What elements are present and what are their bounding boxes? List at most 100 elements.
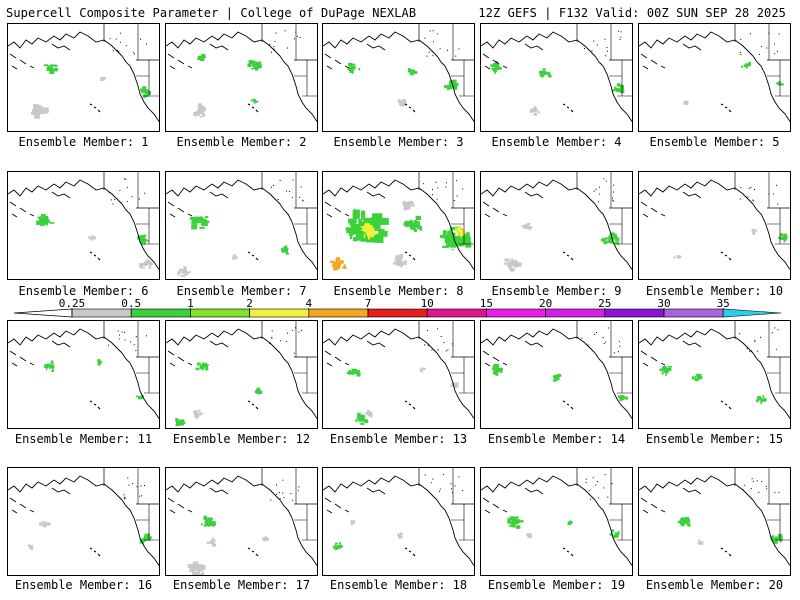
- ensemble-member-map: [322, 467, 475, 576]
- ensemble-member-map: [165, 467, 318, 576]
- island-specks: [109, 178, 146, 205]
- map-outline: [639, 24, 790, 123]
- member-map-svg: [481, 468, 632, 567]
- colorbar-swatch: [663, 308, 724, 318]
- map-outline: [323, 24, 474, 123]
- member-map-svg: [481, 321, 632, 420]
- ensemble-member-map: [480, 467, 633, 576]
- colorbar-swatch: [190, 308, 250, 318]
- island-specks: [423, 180, 464, 201]
- island-specks: [739, 327, 779, 352]
- island-specks: [269, 327, 303, 354]
- green-scp-region: [251, 98, 259, 104]
- ensemble-member-label: Ensemble Member: 4: [491, 135, 622, 149]
- ensemble-member-label: Ensemble Member: 1: [18, 135, 149, 149]
- colorbar-tick-label: 1: [187, 297, 194, 310]
- ensemble-member-label: Ensemble Member: 11: [14, 432, 153, 446]
- green-scp-region: [756, 395, 767, 404]
- gray-scp-region: [193, 103, 206, 118]
- green-scp-region: [601, 232, 620, 245]
- member-map-svg: [8, 172, 159, 271]
- green-scp-region: [346, 368, 361, 377]
- member-map-svg: [166, 172, 317, 277]
- colorbar-tick-label: 35: [717, 297, 730, 310]
- member-map-svg: [639, 172, 790, 271]
- island-specks: [424, 328, 454, 352]
- colorbar-swatch: [130, 308, 191, 318]
- ensemble-member-map: [322, 320, 475, 429]
- green-scp-region: [407, 68, 418, 76]
- island-specks: [123, 477, 145, 500]
- map-outline: [481, 172, 632, 271]
- member-map-svg: [639, 24, 790, 123]
- green-scp-region: [609, 529, 620, 539]
- ensemble-member-label: Ensemble Member: 12: [172, 432, 311, 446]
- map-outline: [166, 24, 317, 123]
- member-map-svg: [8, 321, 159, 420]
- ensemble-member-label: Ensemble Member: 18: [329, 578, 468, 592]
- green-scp-region: [507, 516, 524, 529]
- member-map-svg: [166, 321, 317, 426]
- colorbar-tick-label: 15: [480, 297, 493, 310]
- gray-scp-region: [393, 254, 407, 268]
- ensemble-member-map: [638, 171, 791, 280]
- member-map-svg: [166, 468, 317, 575]
- ensemble-member-map: [7, 171, 160, 280]
- colorbar-swatch: [722, 308, 782, 318]
- island-specks: [585, 474, 613, 500]
- gray-scp-region: [232, 254, 238, 260]
- gray-scp-region: [402, 201, 415, 211]
- island-specks: [742, 478, 780, 494]
- green-scp-region: [490, 61, 503, 74]
- member-map-svg: [639, 321, 790, 420]
- gray-scp-region: [365, 410, 373, 418]
- map-outline: [166, 321, 317, 420]
- island-specks: [581, 327, 621, 354]
- colorbar-tick-label: 0.5: [121, 297, 141, 310]
- island-specks: [740, 32, 780, 56]
- green-scp-region: [43, 64, 58, 74]
- member-map-svg: [166, 24, 317, 123]
- ensemble-member-map: [165, 320, 318, 429]
- ensemble-member-label: Ensemble Member: 10: [645, 284, 784, 298]
- gray-scp-region: [139, 259, 153, 269]
- ensemble-member-map: [7, 467, 160, 576]
- green-scp-region: [332, 542, 343, 550]
- green-scp-region: [770, 533, 783, 544]
- green-scp-region: [97, 359, 103, 366]
- ensemble-member-label: Ensemble Member: 6: [18, 284, 149, 298]
- green-scp-region: [175, 418, 186, 426]
- map-outline: [639, 172, 790, 271]
- gray-scp-region: [397, 532, 403, 539]
- map-outline: [481, 468, 632, 567]
- map-outline: [8, 321, 159, 420]
- map-outline: [481, 321, 632, 420]
- map-outline: [8, 172, 159, 271]
- colorbar-tick-label: 30: [657, 297, 670, 310]
- green-scp-region: [567, 520, 573, 525]
- gray-scp-region: [419, 367, 426, 373]
- green-scp-region: [403, 215, 423, 232]
- green-scp-region: [200, 515, 216, 527]
- ensemble-member-label: Ensemble Member: 7: [176, 284, 307, 298]
- map-outline: [8, 468, 159, 567]
- ensemble-member-label: Ensemble Member: 2: [176, 135, 307, 149]
- gray-scp-region: [697, 539, 704, 545]
- green-scp-region: [281, 245, 289, 255]
- island-specks: [424, 474, 464, 493]
- ensemble-member-map: [7, 320, 160, 429]
- map-outline: [323, 468, 474, 567]
- ensemble-member-label: Ensemble Member: 5: [649, 135, 780, 149]
- member-map-svg: [323, 24, 474, 123]
- colorbar-swatch: [486, 308, 546, 318]
- ensemble-member-label: Ensemble Member: 17: [172, 578, 311, 592]
- green-scp-region: [617, 395, 628, 402]
- gray-scp-region: [193, 409, 203, 419]
- island-specks: [109, 32, 148, 55]
- gray-scp-region: [350, 520, 356, 526]
- ensemble-member-map: [165, 171, 318, 280]
- colorbar-tick-label: 25: [598, 297, 611, 310]
- gray-scp-region: [683, 100, 689, 105]
- ensemble-member-map: [638, 467, 791, 576]
- green-scp-region: [692, 373, 703, 382]
